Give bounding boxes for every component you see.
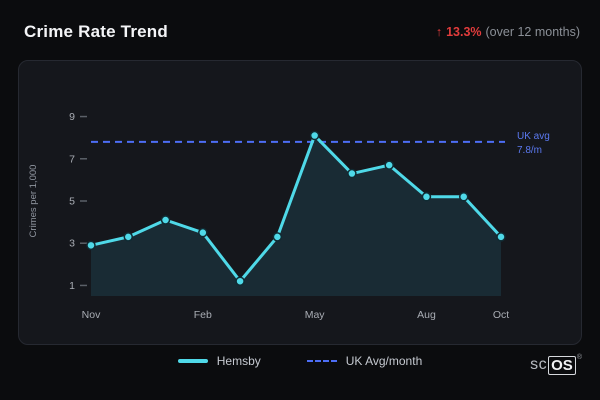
svg-text:Oct: Oct: [493, 309, 509, 321]
trend-value: 13.3%: [446, 25, 482, 39]
legend-item-hemsby: Hemsby: [177, 354, 261, 368]
chart-card: 1 3 5 7 9 Nov Feb May Aug Oct Crimes per 1,000 UK a…: [18, 60, 582, 345]
logo-prefix: sc: [530, 356, 548, 373]
legend-label: Hemsby: [216, 354, 261, 368]
solid-line-swatch-icon: [177, 359, 208, 363]
trend-indicator: ↑ 13.3% (over 12 months): [436, 25, 580, 39]
svg-text:9: 9: [69, 111, 75, 123]
svg-text:7: 7: [69, 153, 75, 165]
legend-label: UK Avg/month: [345, 354, 423, 368]
svg-text:7.8/m: 7.8/m: [517, 145, 542, 156]
svg-text:1: 1: [69, 280, 75, 292]
registered-trademark-icon: ®: [576, 354, 582, 361]
legend-item-uk-avg: UK Avg/month: [306, 354, 423, 368]
svg-text:UK avg: UK avg: [517, 131, 550, 142]
svg-text:Crimes per 1,000: Crimes per 1,000: [28, 165, 39, 238]
svg-text:3: 3: [69, 238, 75, 250]
svg-text:May: May: [305, 309, 326, 321]
svg-text:5: 5: [69, 196, 75, 208]
page-title: Crime Rate Trend: [24, 22, 168, 41]
svg-text:Feb: Feb: [194, 309, 212, 321]
trend-up-arrow-icon: ↑: [435, 25, 443, 39]
svg-text:Aug: Aug: [417, 309, 436, 321]
scos-logo: sc OS ®: [530, 354, 582, 375]
header: Crime Rate Trend ↑ 13.3% (over 12 months…: [24, 22, 580, 42]
chart-legend: Hemsby UK Avg/month: [0, 354, 600, 368]
svg-text:Nov: Nov: [82, 309, 101, 321]
crime-trend-chart: 1 3 5 7 9 Nov Feb May Aug Oct Crimes per 1,000 UK a…: [28, 111, 550, 321]
trend-note: (over 12 months): [485, 25, 580, 39]
logo-suffix: OS: [548, 356, 576, 375]
dashed-line-swatch-icon: [306, 360, 337, 362]
